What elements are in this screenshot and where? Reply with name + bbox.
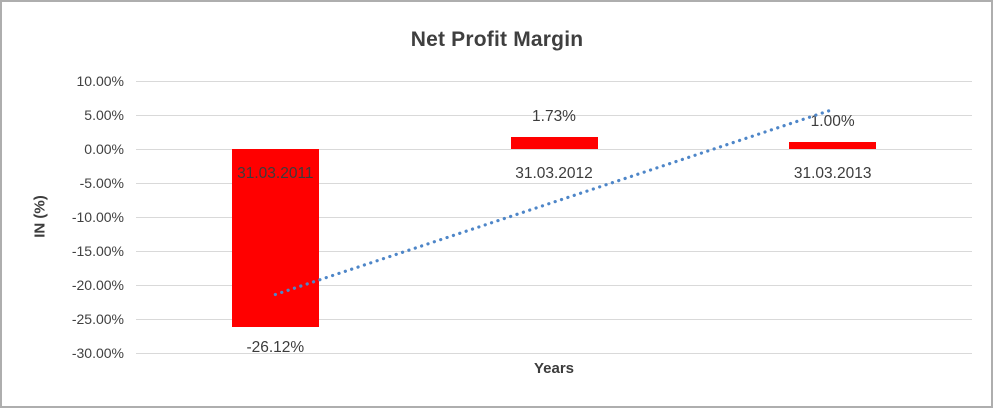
data-label: 1.00%: [810, 113, 855, 131]
y-tick-label: -20.00%: [71, 277, 124, 293]
y-tick-label: -10.00%: [71, 209, 124, 225]
data-label: -26.12%: [246, 338, 305, 356]
data-label: 1.73%: [532, 108, 576, 126]
bar: [510, 137, 598, 149]
chart-title: Net Profit Margin: [410, 28, 584, 51]
y-tick-label: -15.00%: [71, 243, 124, 259]
y-tick-label: 5.00%: [84, 107, 124, 123]
y-tick-label: 0.00%: [84, 141, 124, 157]
x-category-label: 31.03.2013: [793, 165, 872, 182]
y-tick-label: -5.00%: [79, 175, 124, 191]
x-category-label: 31.03.2011: [237, 165, 314, 182]
y-tick-label: -30.00%: [71, 345, 124, 361]
y-tick-label: -25.00%: [71, 311, 124, 327]
gridline: [136, 81, 972, 82]
y-tick-label: 10.00%: [76, 73, 124, 89]
gridline: [136, 353, 972, 354]
bar: [789, 142, 877, 149]
x-axis-title: Years: [533, 360, 575, 377]
gridline: [136, 319, 972, 320]
x-category-label: 31.03.2012: [515, 165, 593, 182]
